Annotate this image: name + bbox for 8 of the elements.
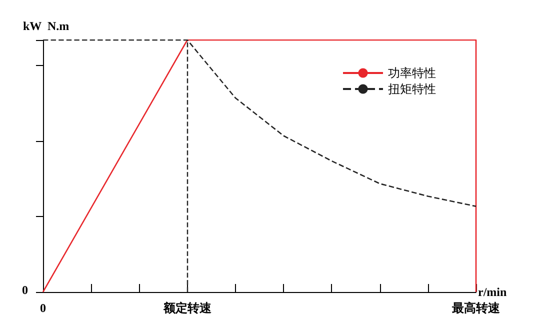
- text: 0: [22, 283, 28, 297]
- legend-label: 扭矩特性: [388, 82, 436, 96]
- x-tick-label: 额定转速: [162, 301, 212, 315]
- x-axis-title: r/min: [478, 285, 507, 299]
- x-tick-label: 最高转速: [451, 301, 501, 315]
- legend-label: 功率特性: [388, 66, 436, 80]
- y-axis-title: kW N.m: [23, 19, 70, 33]
- x-tick-label: 0: [40, 301, 46, 315]
